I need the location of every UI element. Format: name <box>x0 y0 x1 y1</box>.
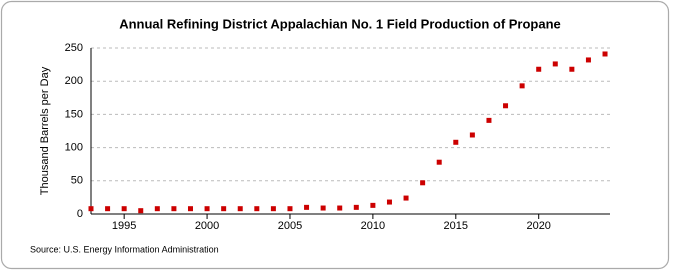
data-point <box>486 117 492 123</box>
source-note: Source: U.S. Energy Information Administ… <box>30 244 219 254</box>
data-point <box>503 103 509 109</box>
y-axis-label: Thousand Barrels per Day <box>39 66 51 195</box>
data-point <box>370 202 376 208</box>
data-point <box>569 66 575 72</box>
data-point <box>536 66 542 72</box>
data-point <box>154 206 160 212</box>
data-point <box>204 206 210 212</box>
data-point <box>88 206 94 212</box>
data-point <box>386 199 392 205</box>
x-tick-label: 1995 <box>112 220 136 232</box>
x-tick-label: 2020 <box>526 220 550 232</box>
x-tick-label: 2010 <box>361 220 385 232</box>
data-point <box>138 208 144 214</box>
data-point <box>105 206 111 212</box>
data-point <box>469 132 475 138</box>
data-point <box>270 206 276 212</box>
data-point <box>353 204 359 210</box>
data-point <box>453 139 459 145</box>
data-point <box>171 206 177 212</box>
data-point <box>221 206 227 212</box>
y-tick-label: 100 <box>65 142 83 154</box>
data-point <box>237 206 243 212</box>
data-point <box>585 57 591 63</box>
data-point <box>121 206 127 212</box>
y-tick-label: 150 <box>65 108 83 120</box>
chart-title: Annual Refining District Appalachian No.… <box>119 16 561 31</box>
data-point <box>519 83 525 89</box>
data-point <box>287 206 293 212</box>
data-point <box>436 159 442 165</box>
x-tick-label: 2000 <box>195 220 219 232</box>
data-point <box>254 206 260 212</box>
data-point <box>320 205 326 211</box>
data-point <box>403 195 409 201</box>
y-tick-label: 50 <box>71 175 83 187</box>
data-point <box>420 180 426 186</box>
y-tick-label: 200 <box>65 75 83 87</box>
data-point <box>304 204 310 210</box>
data-point <box>187 206 193 212</box>
frame <box>0 0 670 270</box>
data-point <box>337 205 343 211</box>
x-tick-label: 2015 <box>444 220 468 232</box>
y-tick-label: 0 <box>77 208 83 220</box>
y-tick-label: 250 <box>65 42 83 54</box>
x-tick-label: 2005 <box>278 220 302 232</box>
data-point <box>552 61 558 67</box>
data-point <box>602 51 608 57</box>
